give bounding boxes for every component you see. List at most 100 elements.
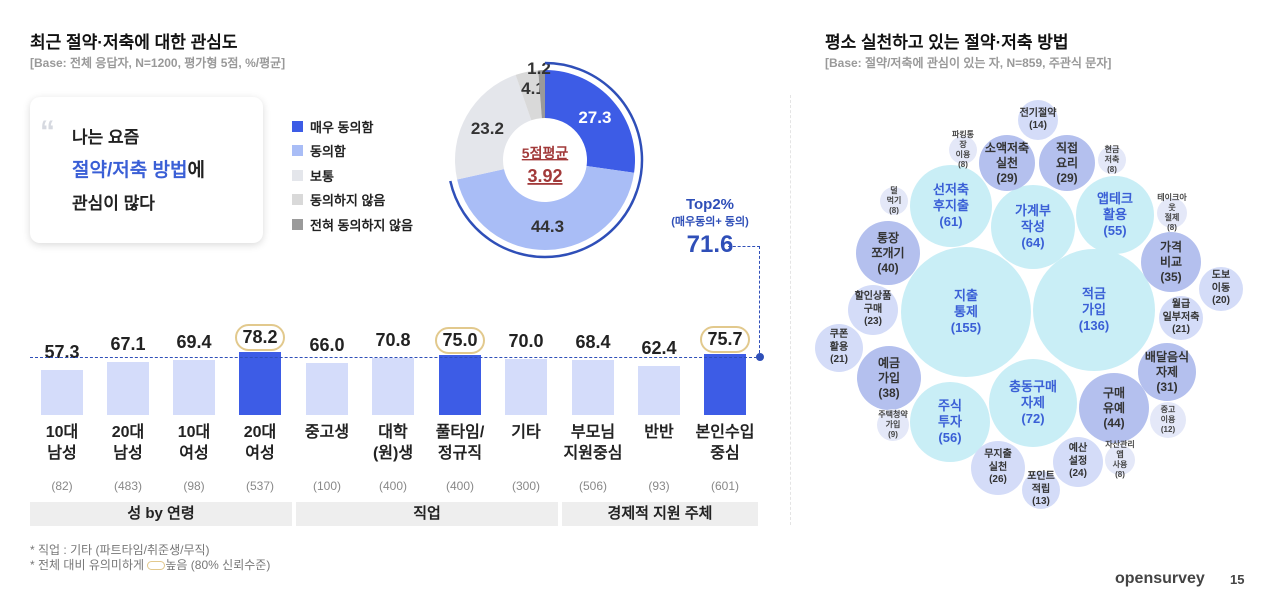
bar <box>704 354 746 415</box>
bubble-value: (20) <box>1212 295 1230 307</box>
bubble-label: 앱테크 <box>1097 190 1133 206</box>
bar-value-label: 66.0 <box>309 334 345 355</box>
bubble-label: 충동구매 <box>1009 378 1057 394</box>
bar <box>41 370 83 415</box>
bubble: 포인트 적립 (13) <box>1022 471 1060 509</box>
bubble-label: 활용 <box>1103 206 1127 222</box>
bar <box>572 360 614 415</box>
quote-icon: “ <box>40 115 55 148</box>
bubble-label: 활용 <box>829 341 849 353</box>
bubble-value: (72) <box>1021 411 1045 427</box>
right-base: [Base: 절약/저축에 관심이 있는 자, N=859, 주관식 문자] <box>825 56 1112 70</box>
legend-label: 동의하지 않음 <box>310 193 386 209</box>
bubble-label: 가격 <box>1159 239 1183 254</box>
bar-sample-size: (506) <box>578 479 607 493</box>
bubble-value: (64) <box>1021 235 1045 251</box>
bubble-value: (12) <box>1160 425 1176 434</box>
donut-value-label: 1.2 <box>527 59 551 78</box>
bar-value-label: 78.2 <box>235 324 285 352</box>
bar <box>439 354 481 415</box>
note-1: * 직업 : 기타 (파트타임/취준생/무직) <box>30 543 210 557</box>
bubble-value: (13) <box>1032 496 1050 508</box>
bar <box>638 365 680 415</box>
bubble-label: 중고 <box>1160 405 1176 414</box>
bubble-value: (24) <box>1069 468 1087 480</box>
bubble-label: 배달음식 <box>1144 349 1190 364</box>
bubble-value: (21) <box>830 354 848 366</box>
bubble-label: 후지출 <box>933 197 969 213</box>
bar-value-label: 67.1 <box>110 333 146 354</box>
bubble-label: 통제 <box>954 303 978 319</box>
bar-category-label: 20대 남성 <box>111 424 145 462</box>
bubble-value: (55) <box>1103 223 1127 239</box>
note-3: 높음 (80% 신뢰수준) <box>165 558 271 572</box>
bubble: 월급 일부저축 (21) <box>1159 296 1203 340</box>
bubble-value: (56) <box>938 430 962 446</box>
top2-box: Top2% (매우동의+ 동의) 71.6 <box>650 196 770 259</box>
bubble-label: 자산관리앱 <box>1105 440 1135 459</box>
bubble: 파킹통장 이용 (8) <box>949 130 977 169</box>
reference-line <box>30 357 762 358</box>
bar-value-label: 75.0 <box>435 326 485 354</box>
bubble-value: (29) <box>1056 170 1078 185</box>
bar-sample-size: (98) <box>183 479 205 493</box>
bar-category-label: 대학 (원)생 <box>372 424 414 462</box>
bubble-label: 사용 <box>1112 460 1128 469</box>
bubble: 예산 설정 (24) <box>1053 437 1103 487</box>
bubble-label: 무지출 <box>984 449 1012 461</box>
top2-arc <box>449 61 644 259</box>
bar-value-label: 69.4 <box>176 331 212 352</box>
bubble-value: (8) <box>1107 165 1117 174</box>
top2-value: 71.6 <box>686 231 734 258</box>
bubble-label: 가입 <box>877 370 901 385</box>
bubble-value: (40) <box>877 260 899 275</box>
bubble: 통장 쪼개기 (40) <box>856 221 920 285</box>
bubble-label: 주택청약 <box>878 410 908 419</box>
bubble-value: (14) <box>1029 120 1047 131</box>
bubble: 쿠폰 활용 (21) <box>815 324 863 372</box>
bubble-label: 구매 <box>863 303 883 315</box>
bar <box>505 359 547 415</box>
bubble: 충동구매 자제 (72) <box>989 359 1077 447</box>
bubble: 테이크아웃 절제 (8) <box>1157 193 1187 232</box>
bubble-label: 저축 <box>1104 155 1120 164</box>
legend-label: 동의함 <box>310 144 346 160</box>
donut-center-label: 5점평균 <box>522 145 569 161</box>
legend-item: 동의함 <box>292 139 413 164</box>
bubble-value: (8) <box>1115 470 1125 479</box>
bubble-value: (61) <box>939 214 963 230</box>
bubble-label: 쪼개기 <box>871 245 905 260</box>
legend-item: 매우 동의함 <box>292 114 413 139</box>
bar-value-label: 75.7 <box>700 326 750 354</box>
bubble-value: (23) <box>864 316 882 328</box>
bar-sample-size: (100) <box>312 479 341 493</box>
bubble-label: 직접 <box>1055 140 1079 155</box>
donut-center-value: 3.92 <box>527 166 562 186</box>
bubble-label: 설정 <box>1068 455 1088 467</box>
quote-card: “ 나는 요즘 절약/저축 방법에 관심이 많다 <box>30 97 263 243</box>
bubble-label: 지출 <box>954 287 978 303</box>
bubble: 덜 먹기 (8) <box>880 186 908 215</box>
bar-category-label: 부모님 지원중심 <box>563 424 623 462</box>
bar <box>107 361 149 415</box>
brand-logo: opensurvey <box>1115 570 1205 587</box>
right-title: 평소 실천하고 있는 절약·저축 방법 <box>825 33 1069 52</box>
bubble-value: (21) <box>1172 324 1190 336</box>
donut-value-label: 23.2 <box>471 119 504 138</box>
bubble: 가격 비교 (35) <box>1141 232 1201 292</box>
legend-swatch <box>292 120 303 132</box>
bubble-label: 투자 <box>938 413 962 429</box>
bubble-label: 일부저축 <box>1162 311 1200 323</box>
bubble-value: (136) <box>1078 318 1110 334</box>
bar-sample-size: (537) <box>245 479 274 493</box>
bubble: 주택청약 가입 (9) <box>877 409 909 441</box>
bubble-value: (31) <box>1156 379 1178 394</box>
bar <box>173 359 215 415</box>
group-label: 직업 <box>296 502 558 526</box>
donut-slice <box>515 70 542 121</box>
bubble: 예금 가입 (38) <box>857 346 921 410</box>
bubble-label: 주식 <box>938 397 962 413</box>
bubble: 앱테크 활용 (55) <box>1076 176 1154 254</box>
bubble: 할인상품 구매 (23) <box>848 285 898 335</box>
bubble-value: (8) <box>1167 223 1177 232</box>
